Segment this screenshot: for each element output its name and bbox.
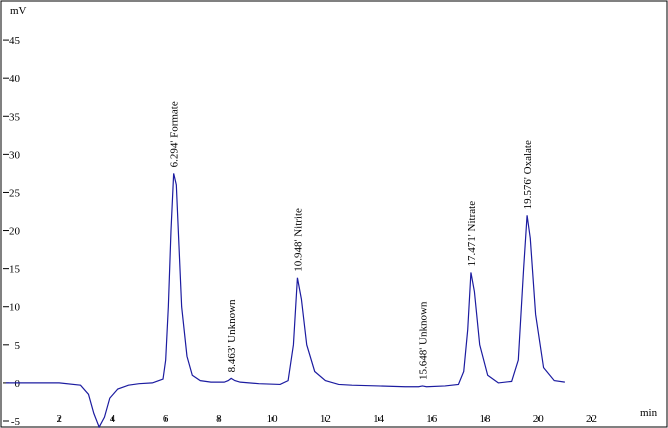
y-tick-label: 30 — [9, 149, 21, 161]
peak-label: 17.471' Nitrate — [466, 201, 478, 267]
x-tick-label: 12 — [320, 413, 331, 425]
x-tick-label: 14 — [373, 413, 385, 425]
y-tick-label: -5 — [11, 416, 21, 428]
y-tick-label: 45 — [9, 35, 21, 47]
y-axis-label: mV — [10, 5, 27, 17]
y-tick-label: 40 — [9, 73, 21, 85]
peak-label: 8.463' Unknown — [226, 299, 238, 372]
x-tick-label: 10 — [267, 413, 279, 425]
peak-label: 19.576' Oxalate — [522, 140, 534, 209]
x-axis-label: min — [640, 407, 658, 419]
x-tick-label: 16 — [426, 413, 438, 425]
x-tick-label: 8 — [216, 413, 222, 425]
y-tick-label: 10 — [9, 302, 21, 314]
y-tick-label: 20 — [9, 226, 21, 238]
x-tick-label: 18 — [480, 413, 492, 425]
y-tick-label: 15 — [9, 264, 21, 276]
y-tick-label: 35 — [9, 111, 21, 123]
y-tick-label: 5 — [15, 340, 21, 352]
x-tick-label: 4 — [110, 413, 116, 425]
x-tick-label: 6 — [163, 413, 169, 425]
trace — [6, 173, 565, 428]
x-tick-label: 2 — [56, 413, 62, 425]
y-tick-label: 25 — [9, 187, 21, 199]
y-tick-label: 0 — [15, 378, 21, 390]
peak-label: 6.294' Formate — [169, 101, 181, 167]
peak-label: 10.948' Nitrite — [292, 208, 304, 272]
x-tick-label: 20 — [533, 413, 545, 425]
peak-label: 15.648' Unknown — [417, 301, 429, 380]
x-tick-label: 22 — [586, 413, 597, 425]
